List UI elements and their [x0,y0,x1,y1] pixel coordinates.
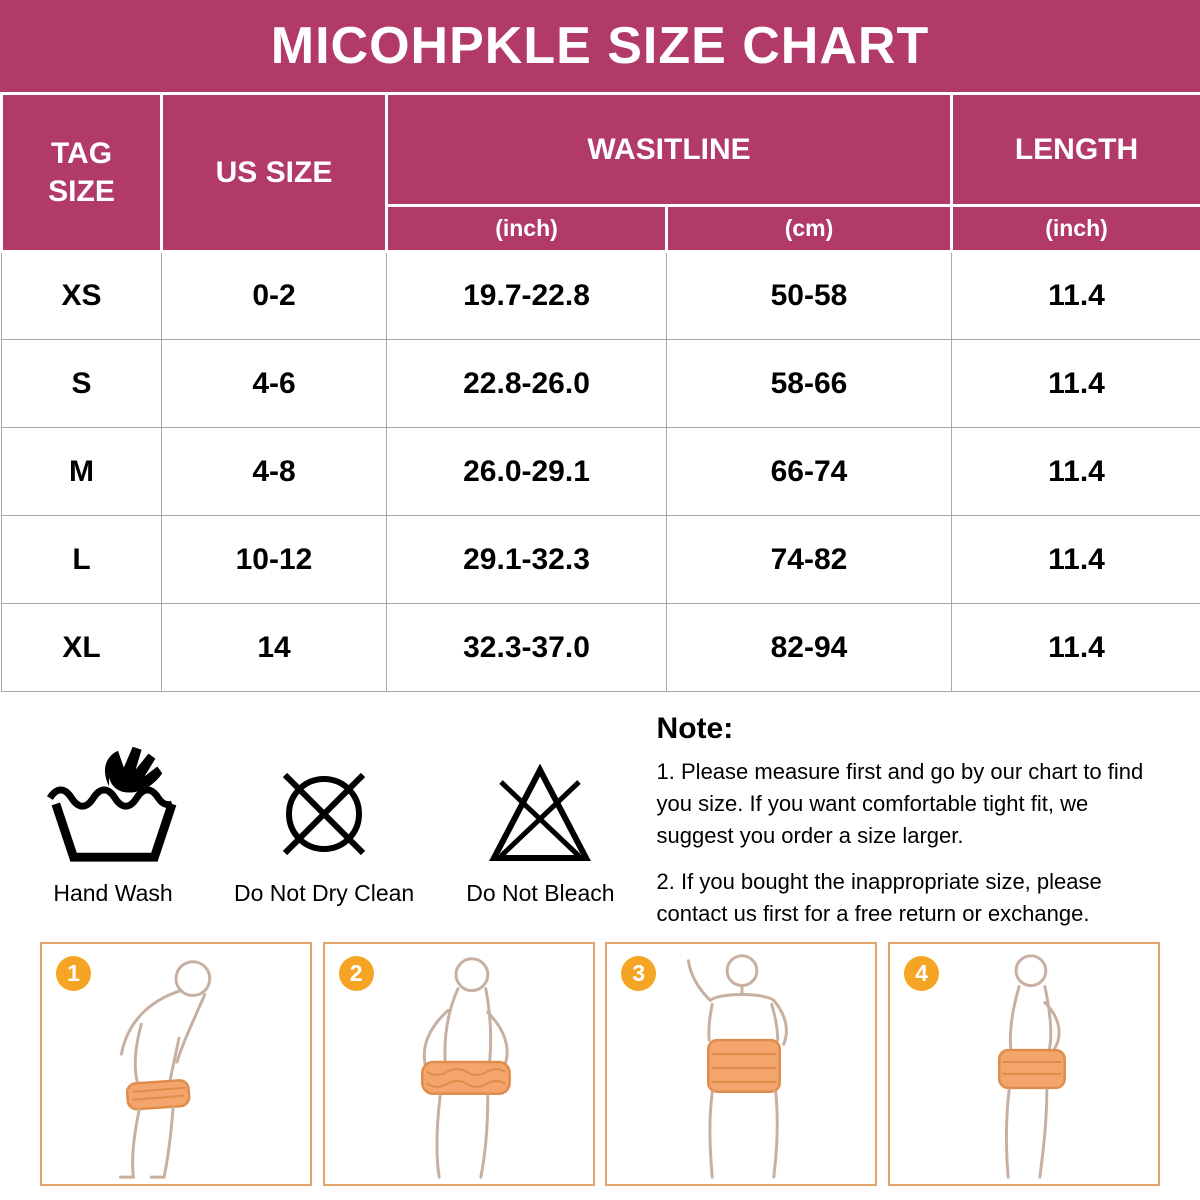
step-4-illustration [997,954,1066,1179]
step-panel-4: 4 [887,942,1160,1186]
cell-tag: M [1,427,162,516]
note-item-1: 1. Please measure first and go by our ch… [656,759,1144,848]
hand-wash-icon [44,712,182,864]
page-title: MICOHPKLE SIZE CHART [0,0,1200,92]
col-header-tag-size: TAG SIZE [0,92,163,253]
cell-waist-cm: 50-58 [666,251,952,340]
step-1-illustration [118,960,212,1179]
care-item-hand-wash: Hand Wash [44,712,182,907]
instruction-steps: 1 2 [0,930,1200,1186]
cell-us-size: 4-6 [161,339,387,428]
step-number-badge: 4 [903,956,939,991]
care-instructions: Hand Wash Do Not Dry Clean [44,712,615,930]
cell-length: 11.4 [951,603,1200,692]
header-row-units: (inch) (cm) (inch) [2,204,1200,253]
table-row-s: S 4-6 22.8-26.0 58-66 11.4 [1,339,1200,428]
care-item-do-not-bleach: Do Not Bleach [466,712,615,907]
do-not-bleach-icon [487,712,593,864]
note-title: Note: [656,712,734,745]
care-and-note-section: Hand Wash Do Not Dry Clean [0,692,1200,930]
note-item-2: 2. If you bought the inappropriate size,… [656,868,1102,926]
cell-waist-cm: 82-94 [666,603,952,692]
table-row-l: L 10-12 29.1-32.3 74-82 11.4 [1,515,1200,604]
cell-waist-inch: 19.7-22.8 [386,251,667,340]
table-row-xs: XS 0-2 19.7-22.8 50-58 11.4 [1,251,1200,340]
step-panel-3: 3 [605,942,878,1186]
cell-tag: XL [1,603,162,692]
cell-length: 11.4 [951,251,1200,340]
care-label: Do Not Dry Clean [234,880,415,906]
cell-tag: XS [1,251,162,340]
col-header-waistline: WASITLINE [385,92,953,207]
col-header-length: LENGTH [950,92,1200,207]
cell-tag: S [1,339,162,428]
note-section: Note: 1. Please measure first and go by … [657,712,1164,930]
table-row-m: M 4-8 26.0-29.1 66-74 11.4 [1,427,1200,516]
do-not-dry-clean-icon [274,712,374,864]
cell-us-size: 4-8 [161,427,387,516]
subheader-length-inch: (inch) [950,204,1200,253]
step-panel-2: 2 [322,942,595,1186]
cell-waist-inch: 22.8-26.0 [386,339,667,428]
cell-waist-cm: 58-66 [666,339,952,428]
step-number-badge: 2 [338,956,374,991]
step-2-illustration [420,957,511,1179]
cell-waist-inch: 29.1-32.3 [386,515,667,604]
cell-us-size: 0-2 [161,251,387,340]
cell-waist-inch: 32.3-37.0 [386,603,667,692]
cell-waist-inch: 26.0-29.1 [386,427,667,516]
subheader-waistline-cm: (cm) [665,204,953,253]
care-label: Do Not Bleach [466,880,615,906]
step-number-badge: 1 [56,956,91,991]
cell-us-size: 10-12 [161,515,387,604]
table-row-xl: XL 14 32.3-37.0 82-94 11.4 [1,603,1200,692]
cell-waist-cm: 74-82 [666,515,952,604]
step-number-badge: 3 [621,956,657,991]
step-panel-1: 1 [40,942,312,1186]
header-row-main: TAG SIZE US SIZE WASITLINE LENGTH [0,92,1200,253]
care-label: Hand Wash [53,880,173,906]
cell-waist-cm: 66-74 [666,427,952,516]
col-header-us-size: US SIZE [160,92,388,253]
care-item-do-not-dry-clean: Do Not Dry Clean [234,712,414,907]
step-3-illustration [687,954,789,1179]
cell-length: 11.4 [951,427,1200,516]
size-table: TAG SIZE US SIZE WASITLINE LENGTH (inch)… [0,92,1200,692]
cell-length: 11.4 [951,515,1200,604]
cell-length: 11.4 [951,339,1200,428]
cell-us-size: 14 [161,603,387,692]
subheader-waistline-inch: (inch) [385,204,668,253]
cell-tag: L [1,515,162,604]
